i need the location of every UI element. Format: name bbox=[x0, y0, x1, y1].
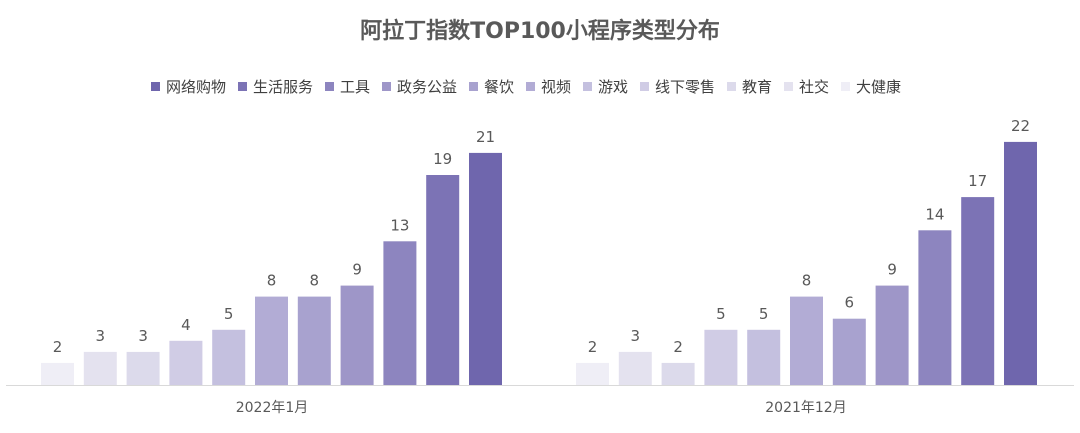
data-label: 17 bbox=[968, 172, 987, 190]
bar bbox=[661, 362, 695, 385]
legend-swatch bbox=[841, 82, 850, 91]
data-label: 14 bbox=[925, 205, 944, 223]
bar bbox=[790, 296, 823, 385]
bar bbox=[126, 351, 160, 386]
legend-label: 线下零售 bbox=[655, 78, 715, 96]
data-label: 5 bbox=[716, 305, 726, 323]
data-label: 6 bbox=[845, 294, 855, 312]
legend-label: 大健康 bbox=[856, 78, 901, 96]
legend-swatch bbox=[238, 82, 247, 91]
legend-swatch bbox=[583, 82, 592, 91]
legend-item: 线下零售 bbox=[640, 78, 715, 96]
bar bbox=[426, 175, 460, 385]
legend-item: 大健康 bbox=[841, 78, 901, 96]
legend: 网络购物 生活服务 工具 政务公益 餐饮 视频 游戏 线下零售 教育 社交 大健康 bbox=[151, 78, 901, 96]
legend-item: 教育 bbox=[727, 78, 772, 96]
data-label: 8 bbox=[802, 272, 812, 290]
data-label: 2 bbox=[673, 338, 683, 356]
bar bbox=[255, 296, 288, 385]
bar bbox=[1004, 141, 1037, 385]
bar bbox=[469, 152, 502, 385]
data-label: 22 bbox=[1011, 117, 1030, 135]
legend-item: 社交 bbox=[784, 78, 829, 96]
data-label: 2 bbox=[53, 338, 63, 356]
legend-item: 政务公益 bbox=[382, 78, 457, 96]
bar bbox=[41, 362, 74, 385]
bar bbox=[576, 362, 609, 385]
legend-swatch bbox=[526, 82, 535, 91]
data-label: 21 bbox=[476, 128, 495, 146]
legend-label: 餐饮 bbox=[484, 78, 514, 96]
chart-title: 阿拉丁指数TOP100小程序类型分布 bbox=[360, 18, 720, 44]
legend-item: 餐饮 bbox=[469, 78, 514, 96]
legend-label: 社交 bbox=[799, 78, 829, 96]
data-label: 9 bbox=[887, 261, 897, 279]
legend-item: 视频 bbox=[526, 78, 571, 96]
legend-item: 网络购物 bbox=[151, 78, 226, 96]
bar bbox=[340, 285, 374, 386]
bar bbox=[297, 296, 331, 385]
legend-label: 生活服务 bbox=[253, 78, 313, 96]
legend-label: 工具 bbox=[340, 78, 370, 96]
legend-label: 政务公益 bbox=[397, 78, 457, 96]
legend-label: 网络购物 bbox=[166, 78, 226, 96]
legend-swatch bbox=[469, 82, 478, 91]
bar bbox=[704, 329, 738, 386]
data-label: 8 bbox=[267, 272, 277, 290]
category-label: 2022年1月 bbox=[236, 400, 309, 416]
category-labels: 2022年1月 2021年12月 bbox=[236, 400, 847, 416]
bar bbox=[747, 329, 781, 386]
legend-label: 教育 bbox=[742, 78, 772, 96]
bar bbox=[83, 351, 117, 386]
legend-label: 视频 bbox=[541, 78, 571, 96]
data-label: 3 bbox=[138, 327, 148, 345]
data-label: 3 bbox=[631, 327, 641, 345]
data-label: 13 bbox=[390, 216, 409, 234]
bar bbox=[918, 230, 952, 385]
bar bbox=[961, 197, 995, 385]
data-label: 5 bbox=[224, 305, 234, 323]
data-label: 5 bbox=[759, 305, 769, 323]
data-label: 9 bbox=[352, 261, 362, 279]
category-label: 2021年12月 bbox=[765, 400, 846, 416]
legend-item: 工具 bbox=[325, 78, 370, 96]
legend-swatch bbox=[325, 82, 334, 91]
bar bbox=[832, 318, 866, 385]
legend-item: 生活服务 bbox=[238, 78, 313, 96]
legend-swatch bbox=[784, 82, 793, 91]
legend-swatch bbox=[727, 82, 736, 91]
bar bbox=[618, 351, 652, 386]
data-label: 2 bbox=[588, 338, 598, 356]
legend-label: 游戏 bbox=[598, 78, 628, 96]
bar bbox=[383, 241, 417, 385]
bar bbox=[212, 329, 246, 386]
data-label: 8 bbox=[310, 272, 320, 290]
legend-swatch bbox=[151, 82, 160, 91]
bar bbox=[169, 340, 203, 385]
data-label: 3 bbox=[96, 327, 106, 345]
data-label: 4 bbox=[181, 316, 191, 334]
data-label: 19 bbox=[433, 150, 452, 168]
legend-swatch bbox=[382, 82, 391, 91]
legend-swatch bbox=[640, 82, 649, 91]
legend-item: 游戏 bbox=[583, 78, 628, 96]
bar bbox=[875, 285, 909, 386]
